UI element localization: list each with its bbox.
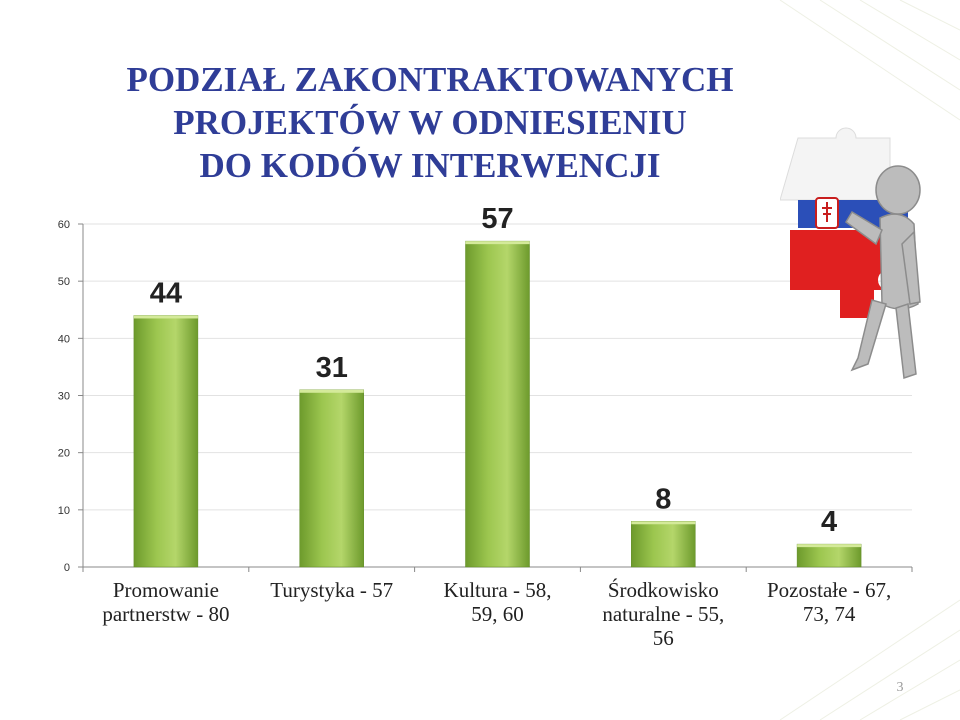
y-tick-label: 50 (58, 276, 70, 288)
x-tick-label-line: Turystyka - 57 (270, 578, 394, 602)
x-tick-label-line: Kultura - 58, (443, 578, 552, 602)
bar-top-highlight (299, 389, 364, 393)
y-tick-label: 40 (58, 333, 70, 345)
x-tick-label: Turystyka - 57 (252, 578, 412, 602)
y-tick-label: 20 (58, 448, 70, 460)
page-number: 3 (896, 680, 904, 695)
x-tick-label-line: Środkowisko (607, 578, 719, 602)
data-label: 31 (316, 352, 348, 384)
puzzle-piece (780, 127, 908, 318)
x-tick-label-line: naturalne - 55, (602, 602, 725, 626)
bar (631, 521, 696, 568)
x-tick-label-line: 56 (652, 626, 674, 650)
x-tick-label-line: Pozostałe - 67, (766, 578, 892, 602)
chart-title-line-2: PROJEKTÓW W ODNIESIENIU (173, 103, 687, 142)
data-label: 8 (655, 483, 671, 515)
y-tick-label: 10 (58, 505, 70, 517)
y-tick-label: 0 (64, 562, 70, 574)
x-tick-label: Kultura - 58, 59, 60 (418, 578, 578, 626)
x-tick-label-line: 73, 74 (802, 602, 856, 626)
gray-figure (845, 165, 921, 380)
bar-top-highlight (797, 544, 862, 548)
x-tick-label-line: 59, 60 (471, 602, 524, 626)
chart-title-line-3: DO KODÓW INTERWENCJI (199, 146, 661, 185)
data-labels: 44 31 57 8 4 (150, 203, 837, 538)
x-tick-label: Promowanie partnerstw - 80 (86, 578, 246, 626)
bar (796, 543, 862, 568)
bar (299, 389, 364, 568)
bar (465, 240, 530, 568)
bar-top-highlight (133, 315, 198, 319)
x-tick-label: Środkowisko naturalne - 55, 56 (583, 578, 743, 650)
data-label: 4 (821, 506, 837, 538)
y-tick-label: 60 (58, 219, 70, 231)
x-tick-label-line: Promowanie (112, 578, 219, 602)
data-label: 44 (150, 277, 182, 309)
bars (133, 240, 862, 568)
chart-title-line-1: PODZIAŁ ZAKONTRAKTOWANYCH (126, 60, 734, 99)
bar-top-highlight (465, 241, 530, 245)
bar (133, 315, 199, 568)
data-label: 57 (481, 203, 513, 235)
bar-top-highlight (631, 521, 696, 525)
y-tick-label: 30 (58, 391, 70, 403)
chart-title: PODZIAŁ ZAKONTRAKTOWANYCH PROJEKTÓW W OD… (120, 58, 740, 187)
x-tick-label-line: partnerstw - 80 (102, 602, 230, 626)
y-tick-labels: 0 10 20 30 40 50 60 (58, 219, 70, 574)
puzzle-figure-illustration (780, 127, 921, 380)
x-tick-label: Pozostałe - 67, 73, 74 (749, 578, 909, 626)
